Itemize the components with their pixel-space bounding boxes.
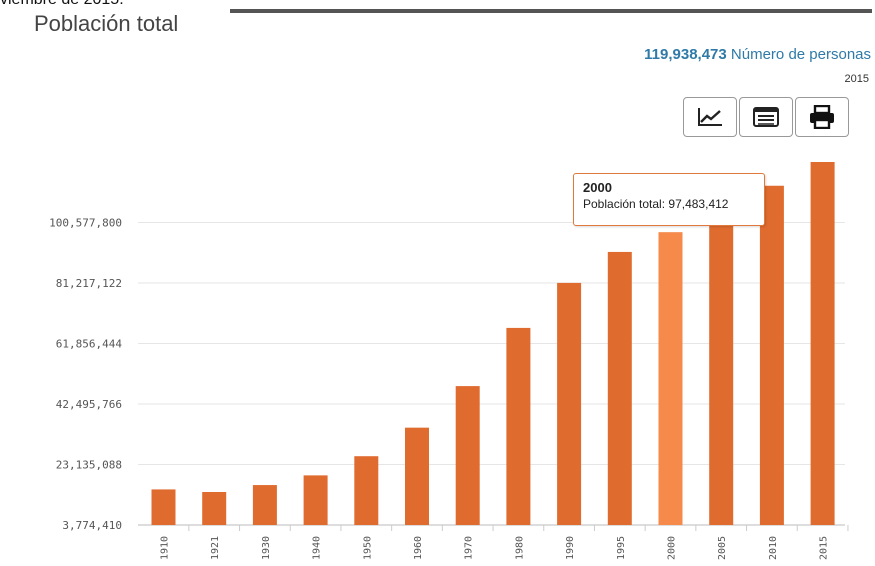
- y-axis-ticks: 3,774,410 23,135,088 42,495,766 61,856,444 8…: [49, 217, 122, 533]
- x-tick-label: 2010: [768, 536, 779, 560]
- x-tick-label: 1990: [565, 536, 576, 560]
- x-tick-label: 2015: [819, 536, 830, 560]
- x-tick-label: 1930: [261, 536, 272, 560]
- x-tick-label: 1950: [362, 536, 373, 560]
- chart-toolbar: [683, 97, 851, 139]
- print-button[interactable]: [795, 97, 849, 137]
- bar-2015: [810, 162, 835, 526]
- y-tick-label: 42,495,766: [56, 398, 122, 411]
- chart-tooltip: 2000 Población total: 97,483,412: [573, 173, 765, 226]
- bar-layer: [151, 162, 835, 526]
- x-tick-label: 1921: [210, 536, 221, 560]
- summary-unit: Número de personas: [730, 46, 871, 63]
- table-view-button[interactable]: [739, 97, 793, 137]
- x-tick-label: 1970: [464, 536, 475, 560]
- tooltip-value: 97,483,412: [668, 197, 729, 211]
- summary-year: 2015: [844, 73, 869, 85]
- bar-2000: [658, 232, 683, 525]
- bar-1980: [506, 327, 531, 525]
- table-icon: [753, 107, 779, 127]
- header-rule: [230, 9, 872, 13]
- bar-1940: [303, 475, 328, 525]
- line-chart-button[interactable]: [683, 97, 737, 137]
- line-chart-icon: [698, 108, 722, 126]
- y-tick-label: 61,856,444: [56, 338, 123, 351]
- summary-value: 119,938,473: [644, 46, 727, 63]
- y-tick-label: 100,577,800: [49, 217, 122, 230]
- chart-title: Población total: [34, 11, 179, 36]
- tooltip-value-line: Población total: 97,483,412: [583, 197, 729, 211]
- bar-1990: [557, 282, 582, 525]
- x-tick-label: 1910: [160, 536, 171, 560]
- bar-2005: [709, 214, 734, 525]
- summary-total: 119,938,473 Número de personas: [644, 46, 871, 63]
- x-tick-label: 1995: [616, 536, 627, 560]
- clipped-header-text: viembre de 2015.: [0, 0, 124, 9]
- bar-1921: [202, 492, 227, 525]
- y-tick-label: 81,217,122: [56, 277, 122, 290]
- x-tick-label: 1960: [413, 536, 424, 560]
- y-tick-label: 23,135,088: [56, 459, 122, 472]
- bar-1910: [151, 489, 176, 525]
- x-tick-label: 1980: [514, 536, 525, 560]
- bar-1930: [252, 485, 277, 525]
- bar-1960: [405, 427, 429, 525]
- x-axis-ticks: 1910 1921 1930 1940 1950 1960 1970 1980 1990 1995…: [160, 525, 849, 560]
- tooltip-year: 2000: [583, 180, 612, 195]
- bar-1995: [607, 251, 632, 525]
- printer-icon: [810, 105, 834, 129]
- bar-1950: [354, 456, 379, 525]
- x-tick-label: 2005: [717, 536, 728, 560]
- y-tick-label: 3,774,410: [62, 519, 122, 532]
- bar-1970: [455, 386, 480, 525]
- tooltip-label: Población total: [583, 197, 662, 211]
- x-tick-label: 1940: [312, 536, 323, 560]
- bar-2010: [759, 185, 784, 525]
- grid-layer: [138, 222, 845, 526]
- x-tick-label: 2000: [667, 536, 678, 560]
